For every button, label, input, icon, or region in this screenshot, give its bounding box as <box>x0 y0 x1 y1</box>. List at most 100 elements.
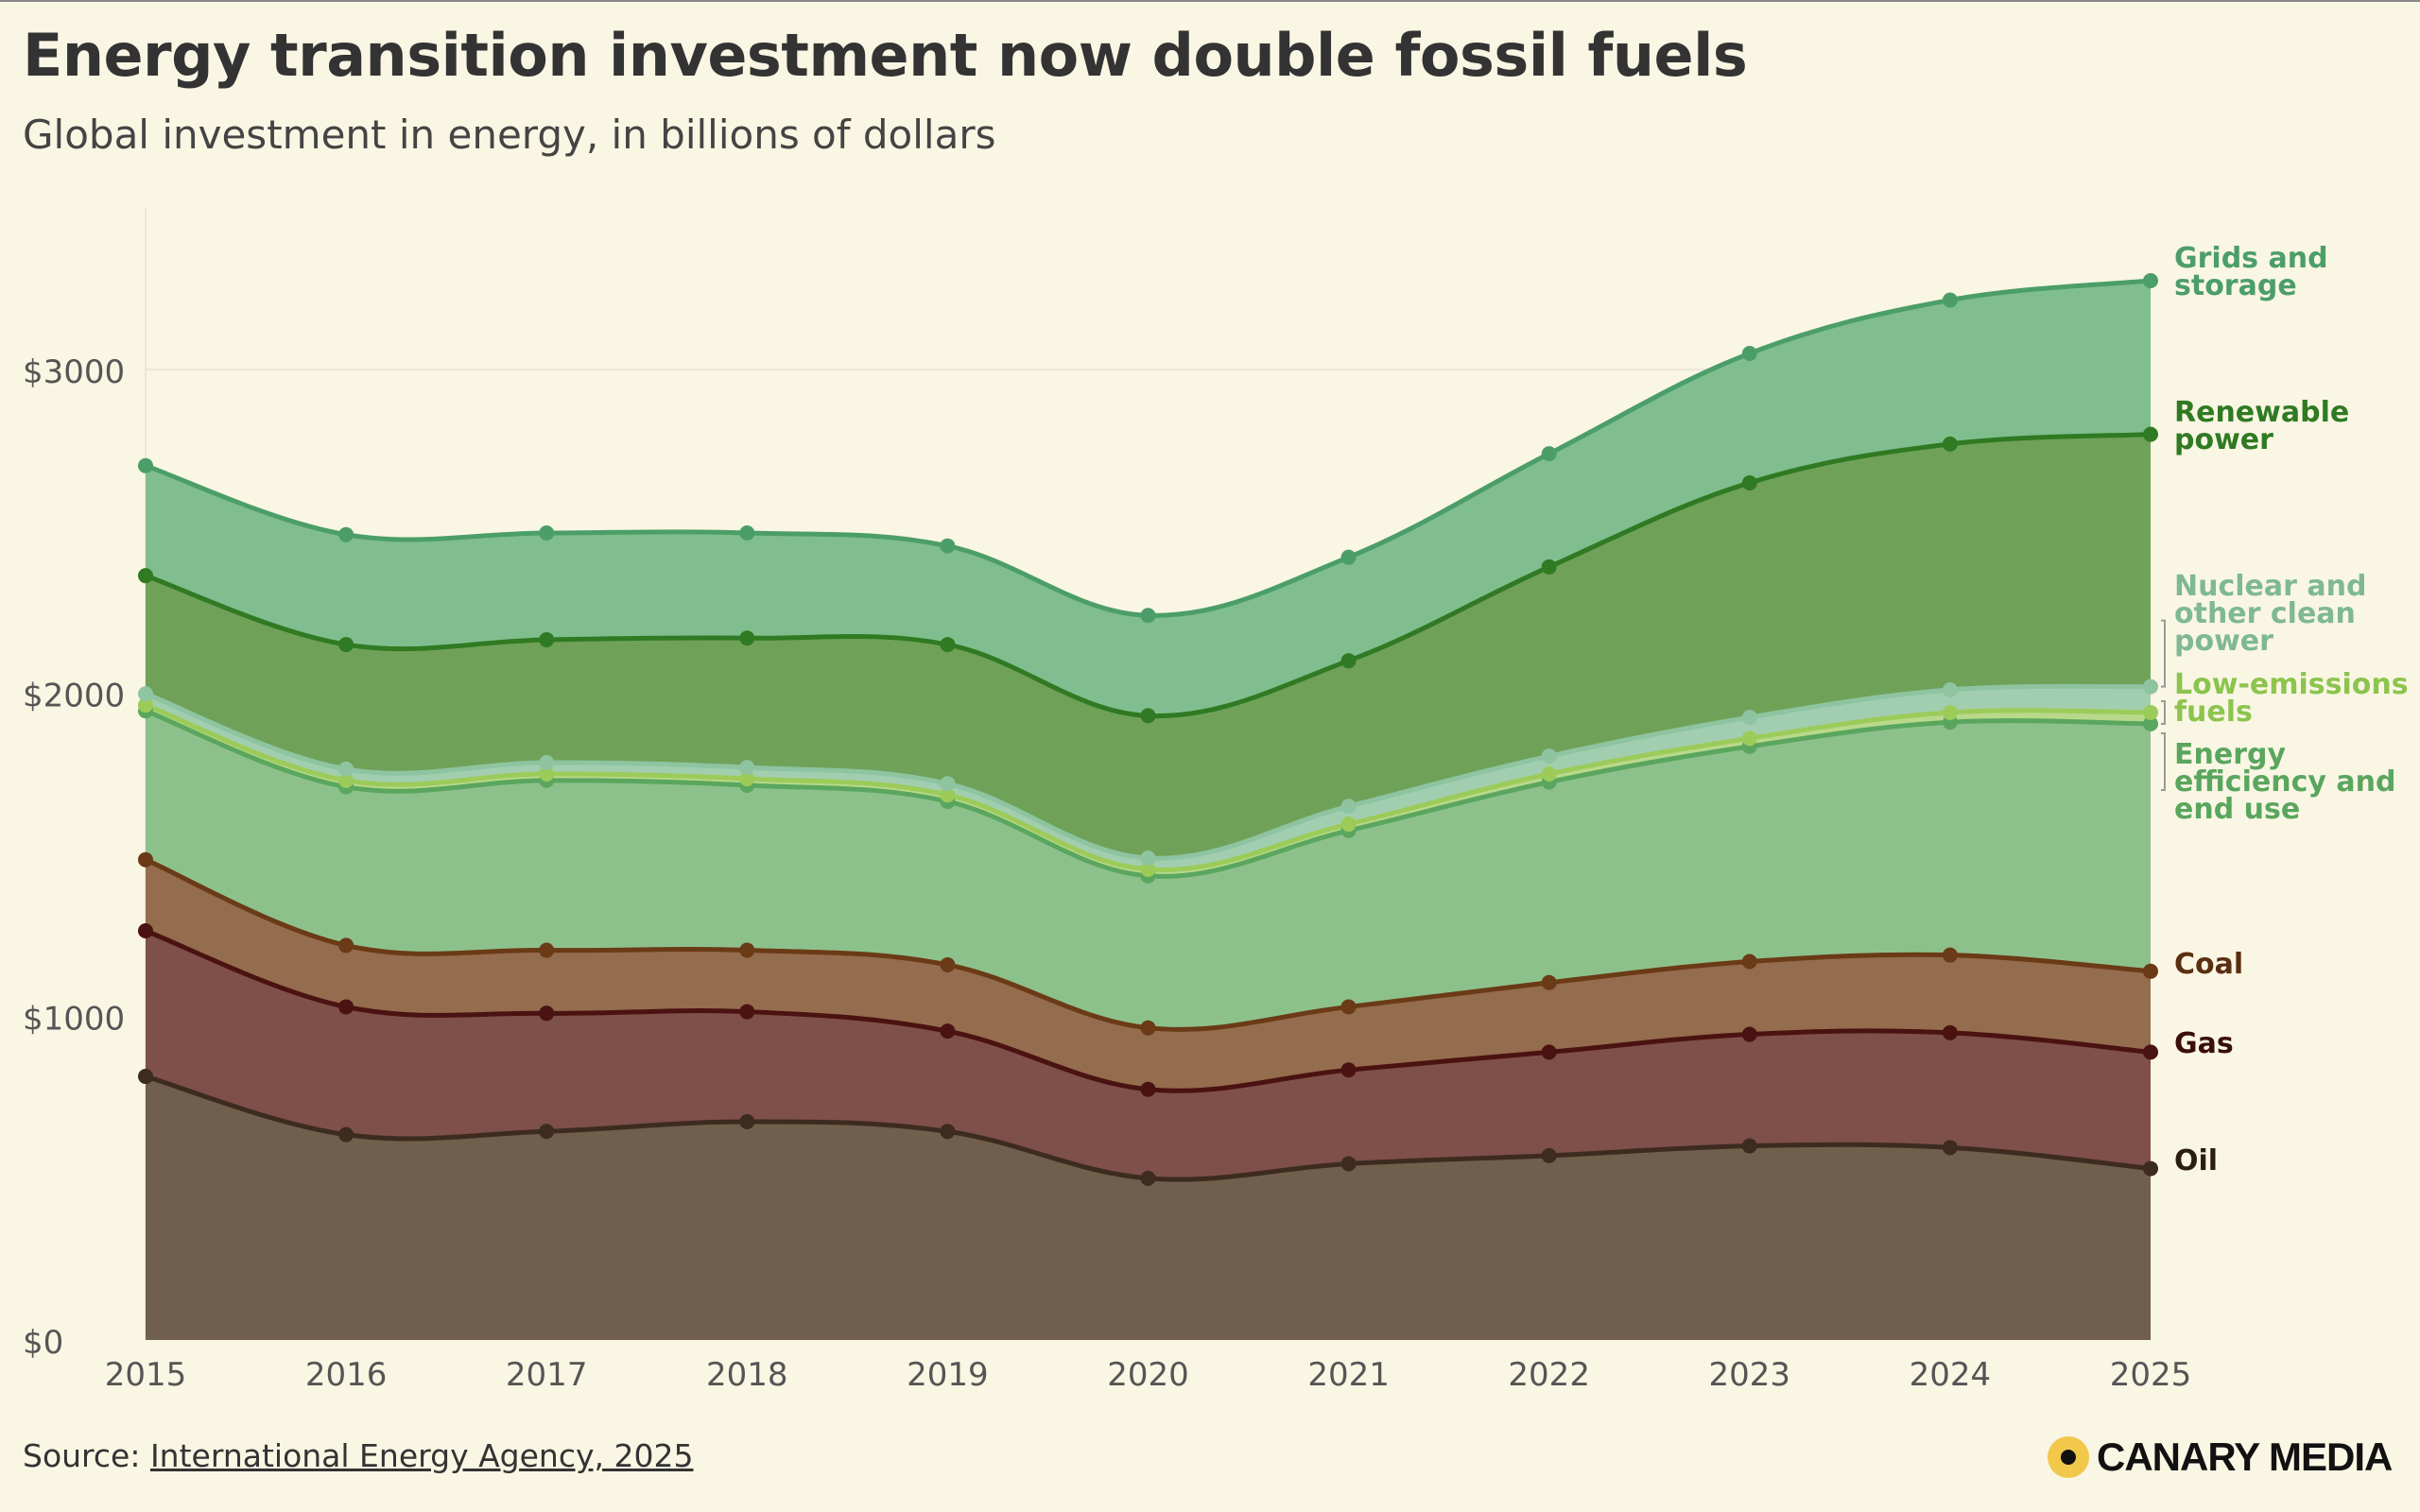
point-renewable <box>1541 558 1557 575</box>
series-label-efficiency: Energy efficiency and end use <box>2174 738 2395 826</box>
area-oil <box>146 1076 2151 1340</box>
point-gas <box>138 923 153 939</box>
area-efficiency <box>146 711 2151 1030</box>
source-note: Source: International Energy Agency, 202… <box>23 1437 693 1474</box>
point-renewable <box>338 637 354 653</box>
x-tick-label: 2023 <box>1709 1356 1791 1394</box>
x-tick-label: 2015 <box>105 1356 187 1394</box>
source-prefix: Source: <box>23 1437 150 1474</box>
y-tick-label: $0 <box>23 1324 63 1362</box>
series-label-nuclear: Nuclear and other clean power <box>2174 570 2366 658</box>
series-label-line: efficiency and <box>2174 765 2395 799</box>
x-tick-label: 2018 <box>706 1356 788 1394</box>
series-label-oil: Oil <box>2174 1144 2218 1177</box>
point-nuclear <box>338 761 354 777</box>
point-nuclear <box>1942 682 1958 698</box>
point-low_emissions <box>1541 766 1557 782</box>
brand-name: CANARY MEDIA <box>2097 1435 2393 1479</box>
series-label-line: Energy <box>2174 738 2286 771</box>
x-tick-label: 2021 <box>1307 1356 1390 1394</box>
series-label-grids: Grids and storage <box>2174 242 2328 302</box>
brand-logo: CANARY MEDIA <box>2046 1427 2393 1487</box>
point-coal <box>1541 974 1557 990</box>
series-label-line: Gas <box>2174 1027 2234 1060</box>
point-nuclear <box>1340 799 1357 815</box>
point-grids <box>1140 608 1156 624</box>
point-coal <box>338 937 354 954</box>
x-tick-label: 2017 <box>506 1356 588 1394</box>
point-renewable <box>1140 708 1156 724</box>
point-nuclear <box>539 755 555 771</box>
point-oil <box>539 1124 555 1140</box>
series-label-renewable: Renewable power <box>2174 396 2349 456</box>
x-tick-label: 2025 <box>2110 1356 2192 1394</box>
source-link[interactable]: International Energy Agency, 2025 <box>149 1437 694 1474</box>
point-low_emissions <box>1340 816 1357 833</box>
point-gas <box>1942 1024 1958 1040</box>
series-label-line: other clean <box>2174 597 2356 630</box>
point-renewable <box>539 631 555 647</box>
point-grids <box>940 538 956 554</box>
series-labels: Oil Gas Coal Energy efficiency and end use Low… <box>2161 242 2409 1177</box>
point-oil <box>138 1069 153 1085</box>
point-nuclear <box>2143 679 2158 695</box>
x-tick-label: 2022 <box>1508 1356 1590 1394</box>
series-label-line: end use <box>2174 793 2300 826</box>
point-coal <box>539 942 555 958</box>
point-gas <box>2143 1044 2158 1060</box>
label-bracket <box>2161 731 2166 791</box>
point-renewable <box>1340 653 1357 669</box>
series-label-line: power <box>2174 625 2273 658</box>
point-nuclear <box>138 686 153 702</box>
x-tick-label: 2020 <box>1107 1356 1189 1394</box>
chart-title: Energy transition investment now double … <box>23 21 1748 90</box>
point-coal <box>1942 947 1958 963</box>
point-gas <box>1140 1081 1156 1097</box>
series-label-line: power <box>2174 423 2273 456</box>
series-label-line: Renewable <box>2174 396 2349 429</box>
point-efficiency <box>2143 715 2158 731</box>
point-oil <box>1340 1156 1357 1172</box>
x-tick-label: 2024 <box>1910 1356 1992 1394</box>
point-low_emissions <box>1942 704 1958 720</box>
point-renewable <box>2143 426 2158 442</box>
point-low_emissions <box>539 766 555 782</box>
point-coal <box>1340 999 1357 1015</box>
point-low_emissions <box>338 772 354 788</box>
point-nuclear <box>1140 850 1156 866</box>
area-grids <box>146 281 2151 716</box>
chart-subtitle: Global investment in energy, in billions… <box>23 112 996 158</box>
series-label-line: Oil <box>2174 1144 2218 1177</box>
series-label-low_emissions: Low-emissions fuels <box>2174 668 2409 729</box>
point-grids <box>739 524 755 541</box>
point-oil <box>1741 1138 1757 1154</box>
point-gas <box>940 1023 956 1040</box>
point-coal <box>1140 1020 1156 1036</box>
point-nuclear <box>739 760 755 776</box>
point-gas <box>1741 1026 1757 1042</box>
series-label-line: Low-emissions <box>2174 668 2409 701</box>
point-gas <box>1541 1044 1557 1060</box>
canary-logo-icon <box>2048 1436 2089 1478</box>
area-coal <box>146 859 2151 1091</box>
point-gas <box>338 999 354 1015</box>
point-renewable <box>739 630 755 646</box>
point-nuclear <box>1541 748 1557 765</box>
point-coal <box>739 942 755 958</box>
point-low_emissions <box>739 771 755 787</box>
series-label-coal: Coal <box>2174 948 2243 981</box>
top-border <box>0 0 2420 2</box>
point-renewable <box>940 637 956 653</box>
point-grids <box>1942 292 1958 308</box>
point-nuclear <box>1741 710 1757 726</box>
point-oil <box>940 1124 956 1140</box>
point-oil <box>338 1126 354 1143</box>
point-low_emissions <box>940 787 956 803</box>
point-low_emissions <box>138 697 153 713</box>
area-gas <box>146 931 2151 1180</box>
x-tick-label: 2016 <box>305 1356 388 1394</box>
point-oil <box>1942 1140 1958 1156</box>
y-tick-label: $1000 <box>23 1001 125 1039</box>
series-label-line: Coal <box>2174 948 2243 981</box>
